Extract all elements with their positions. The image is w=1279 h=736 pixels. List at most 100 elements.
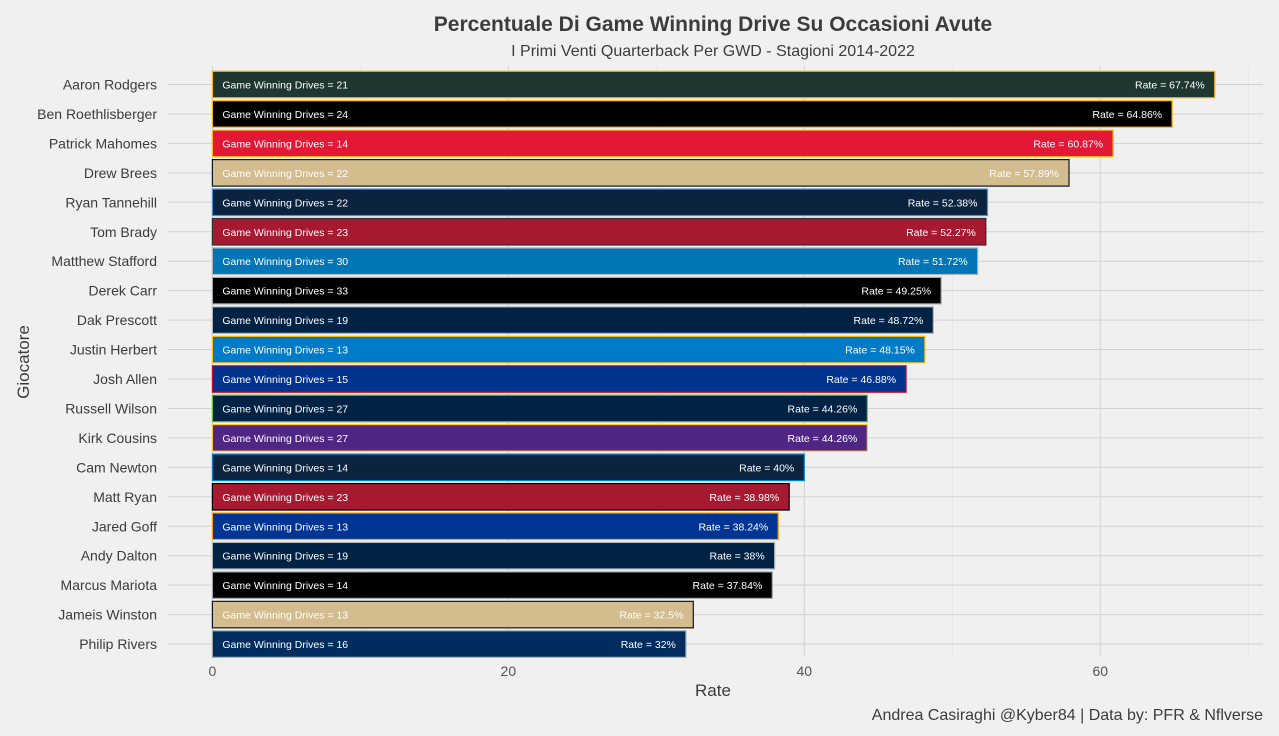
bar bbox=[211, 100, 1173, 128]
bar bbox=[211, 188, 989, 217]
y-tick-label: Drew Brees bbox=[84, 165, 157, 181]
bar bbox=[211, 630, 687, 658]
x-tick-label: 0 bbox=[208, 663, 216, 679]
bar-rate-label: Rate = 48.15% bbox=[845, 345, 915, 357]
bar-gwd-label: Game Winning Drives = 13 bbox=[222, 610, 348, 622]
bar-matthew-stafford: Game Winning Drives = 30 Rate = 51.72% bbox=[211, 247, 979, 276]
bar-gwd-label: Game Winning Drives = 23 bbox=[222, 227, 348, 239]
y-tick-label: Russell Wilson bbox=[65, 400, 157, 416]
bar-gwd-label: Game Winning Drives = 19 bbox=[222, 551, 348, 563]
bar-patrick-mahomes: Game Winning Drives = 14 Rate = 60.87% bbox=[211, 129, 1114, 158]
bar-rate-label: Rate = 40% bbox=[739, 462, 794, 474]
bar-josh-allen: Game Winning Drives = 15 Rate = 46.88% bbox=[211, 365, 907, 393]
bar bbox=[211, 571, 773, 600]
y-tick-label: Justin Herbert bbox=[70, 342, 157, 358]
bar-rate-label: Rate = 38.24% bbox=[698, 521, 768, 533]
bar-gwd-label: Game Winning Drives = 13 bbox=[222, 345, 348, 357]
bar-derek-carr: Game Winning Drives = 33 Rate = 49.25% bbox=[211, 276, 942, 305]
bar-jameis-winston: Game Winning Drives = 13 Rate = 32.5% bbox=[211, 600, 694, 629]
bar-aaron-rodgers: Game Winning Drives = 21 Rate = 67.74% bbox=[211, 70, 1216, 99]
bar-rate-label: Rate = 44.26% bbox=[788, 403, 858, 415]
bar-rate-label: Rate = 38% bbox=[710, 551, 765, 563]
bar-philip-rivers: Game Winning Drives = 16 Rate = 32% bbox=[211, 630, 687, 658]
y-tick-label: Kirk Cousins bbox=[78, 430, 157, 446]
bar-rate-label: Rate = 51.72% bbox=[898, 256, 968, 268]
chart-caption: Andrea Casiraghi @Kyber84 | Data by: PFR… bbox=[872, 707, 1263, 724]
bar-gwd-label: Game Winning Drives = 30 bbox=[222, 256, 348, 268]
bar bbox=[211, 394, 868, 423]
bar bbox=[211, 424, 868, 452]
bar-gwd-label: Game Winning Drives = 21 bbox=[222, 80, 348, 92]
bar-rate-label: Rate = 37.84% bbox=[693, 580, 763, 592]
chart-subtitle: I Primi Venti Quarterback Per GWD - Stag… bbox=[511, 43, 915, 60]
y-tick-label: Josh Allen bbox=[93, 371, 157, 387]
bar-gwd-label: Game Winning Drives = 15 bbox=[222, 374, 348, 386]
bar bbox=[211, 335, 926, 364]
y-tick-label: Cam Newton bbox=[76, 459, 157, 475]
bar-marcus-mariota: Game Winning Drives = 14 Rate = 37.84% bbox=[211, 571, 773, 600]
bar-gwd-label: Game Winning Drives = 19 bbox=[222, 315, 348, 327]
bar bbox=[211, 247, 979, 276]
x-tick-label: 20 bbox=[501, 663, 517, 679]
x-tick-labels: 0 20 40 60 bbox=[208, 663, 1108, 679]
y-tick-labels: Aaron Rodgers Ben Roethlisberger Patrick M… bbox=[37, 77, 157, 653]
y-tick-label: Andy Dalton bbox=[81, 548, 157, 564]
y-tick-label: Matt Ryan bbox=[93, 489, 157, 505]
x-tick-label: 40 bbox=[796, 663, 812, 679]
y-tick-label: Marcus Mariota bbox=[61, 577, 158, 593]
bar-gwd-label: Game Winning Drives = 22 bbox=[222, 168, 348, 180]
bar bbox=[211, 306, 934, 334]
bar bbox=[211, 482, 790, 511]
bar-rate-label: Rate = 44.26% bbox=[788, 433, 858, 445]
bar bbox=[211, 365, 907, 393]
bar-kirk-cousins: Game Winning Drives = 27 Rate = 44.26% bbox=[211, 424, 868, 452]
bar bbox=[211, 217, 987, 246]
bar-gwd-label: Game Winning Drives = 27 bbox=[222, 433, 348, 445]
bar bbox=[211, 70, 1216, 99]
bar-gwd-label: Game Winning Drives = 16 bbox=[222, 639, 348, 651]
bar-rate-label: Rate = 32% bbox=[621, 639, 676, 651]
bar-gwd-label: Game Winning Drives = 23 bbox=[222, 492, 348, 504]
bars-group: Game Winning Drives = 21 Rate = 67.74%Gam… bbox=[211, 70, 1216, 658]
bar-jared-goff: Game Winning Drives = 13 Rate = 38.24% bbox=[211, 512, 779, 541]
bar-gwd-label: Game Winning Drives = 14 bbox=[222, 138, 348, 150]
bar-cam-newton: Game Winning Drives = 14 Rate = 40% bbox=[211, 453, 805, 482]
bar-drew-brees: Game Winning Drives = 22 Rate = 57.89% bbox=[211, 159, 1070, 187]
bar-gwd-label: Game Winning Drives = 13 bbox=[222, 521, 348, 533]
y-tick-label: Philip Rivers bbox=[79, 636, 157, 652]
bar bbox=[211, 600, 694, 629]
bar bbox=[211, 453, 805, 482]
bar-gwd-label: Game Winning Drives = 14 bbox=[222, 462, 348, 474]
bar-rate-label: Rate = 64.86% bbox=[1092, 109, 1162, 121]
bar-rate-label: Rate = 46.88% bbox=[826, 374, 896, 386]
bar bbox=[211, 541, 776, 570]
bar bbox=[211, 512, 779, 541]
bar bbox=[211, 129, 1114, 158]
y-tick-label: Ryan Tannehill bbox=[65, 194, 157, 210]
y-axis-label: Giocatore bbox=[14, 325, 33, 399]
bar-russell-wilson: Game Winning Drives = 27 Rate = 44.26% bbox=[211, 394, 868, 423]
chart-title: Percentuale Di Game Winning Drive Su Occ… bbox=[434, 13, 992, 36]
bar-ben-roethlisberger: Game Winning Drives = 24 Rate = 64.86% bbox=[211, 100, 1173, 128]
bar-matt-ryan: Game Winning Drives = 23 Rate = 38.98% bbox=[211, 482, 790, 511]
bar bbox=[211, 276, 942, 305]
bar-dak-prescott: Game Winning Drives = 19 Rate = 48.72% bbox=[211, 306, 934, 334]
bar-tom-brady: Game Winning Drives = 23 Rate = 52.27% bbox=[211, 217, 987, 246]
bar-rate-label: Rate = 67.74% bbox=[1135, 80, 1205, 92]
bar-rate-label: Rate = 60.87% bbox=[1033, 138, 1103, 150]
bar-ryan-tannehill: Game Winning Drives = 22 Rate = 52.38% bbox=[211, 188, 989, 217]
bar-gwd-label: Game Winning Drives = 24 bbox=[222, 109, 348, 121]
y-tick-label: Matthew Stafford bbox=[51, 253, 157, 269]
bar-rate-label: Rate = 38.98% bbox=[709, 492, 779, 504]
bar-rate-label: Rate = 52.27% bbox=[906, 227, 976, 239]
y-tick-label: Derek Carr bbox=[89, 283, 158, 299]
bar-andy-dalton: Game Winning Drives = 19 Rate = 38% bbox=[211, 541, 776, 570]
bar-rate-label: Rate = 52.38% bbox=[908, 197, 978, 209]
x-tick-label: 60 bbox=[1092, 663, 1108, 679]
y-tick-label: Tom Brady bbox=[90, 224, 157, 240]
y-tick-label: Jared Goff bbox=[92, 518, 157, 534]
bar-gwd-label: Game Winning Drives = 22 bbox=[222, 197, 348, 209]
bar-rate-label: Rate = 48.72% bbox=[854, 315, 924, 327]
bar-justin-herbert: Game Winning Drives = 13 Rate = 48.15% bbox=[211, 335, 926, 364]
